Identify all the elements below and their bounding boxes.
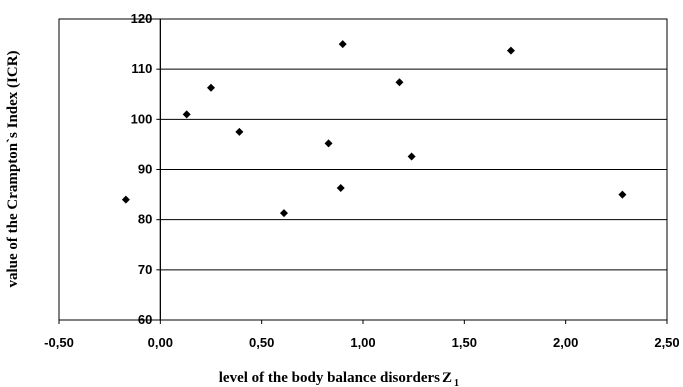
x-tick-label: 2,00 xyxy=(553,335,578,350)
x-tick-label: 1,00 xyxy=(350,335,375,350)
y-tick-label: 80 xyxy=(138,212,152,227)
data-point xyxy=(324,139,333,148)
data-point xyxy=(235,127,244,136)
data-point xyxy=(121,195,130,204)
data-point xyxy=(182,110,191,119)
data-points xyxy=(121,40,627,218)
x-tick-label: 2,50 xyxy=(654,335,679,350)
y-axis-title: value of the Crampton`s Index (ICR) xyxy=(5,50,21,287)
y-tick-label: 120 xyxy=(131,11,153,26)
y-tick-label: 100 xyxy=(131,111,153,126)
data-point xyxy=(336,184,345,193)
y-tick-labels: 60 70 80 90 100 110 120 xyxy=(131,11,153,327)
y-tick-label: 60 xyxy=(138,312,152,327)
data-point xyxy=(395,78,404,87)
y-tick-label: 110 xyxy=(131,61,152,76)
axes xyxy=(58,18,668,324)
y-tick-label: 90 xyxy=(138,162,152,177)
x-axis-symbol: Z xyxy=(442,370,452,386)
data-point xyxy=(618,190,627,199)
x-tick-label: 0,50 xyxy=(249,335,274,350)
y-tick-label: 70 xyxy=(138,262,152,277)
data-point xyxy=(506,46,515,55)
x-tick-label: 1,50 xyxy=(452,335,477,350)
x-tick-labels: -0,50 0,00 0,50 1,00 1,50 2,00 2,50 xyxy=(44,335,679,350)
x-axis-title: level of the body balance disorders xyxy=(219,370,440,386)
data-point xyxy=(338,40,347,49)
x-tick-label: -0,50 xyxy=(44,335,74,350)
x-tick-label: 0,00 xyxy=(148,335,173,350)
gridlines xyxy=(160,18,667,321)
data-point xyxy=(207,83,215,92)
x-axis-subscript: 1 xyxy=(454,378,459,387)
data-point xyxy=(279,209,288,218)
data-point xyxy=(407,152,416,161)
